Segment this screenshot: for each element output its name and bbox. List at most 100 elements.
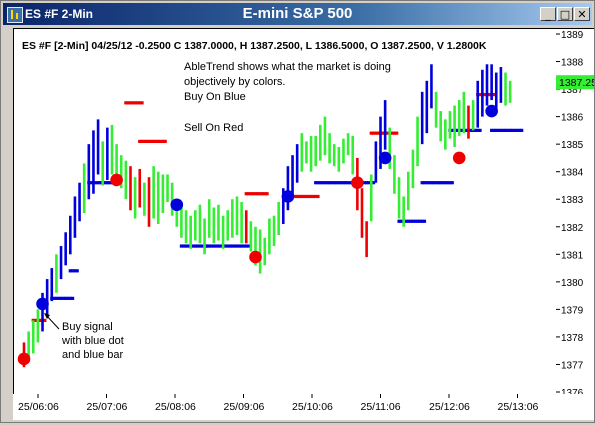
time-tick-label: 25/13:06 <box>498 401 539 413</box>
price-bar <box>268 218 271 255</box>
stop-dot <box>341 181 346 185</box>
stop-dot <box>54 296 59 300</box>
stop-dot <box>318 181 322 185</box>
price-bar <box>383 100 387 150</box>
stop-dot <box>293 194 297 199</box>
buy-signal-dot <box>485 104 498 118</box>
stop-dot <box>371 131 376 135</box>
price-bar <box>300 133 304 172</box>
stop-dot <box>260 192 265 196</box>
price-bar <box>388 127 392 169</box>
buy-signal-line-2: with blue dot <box>61 335 124 347</box>
price-bar <box>499 67 503 103</box>
stop-dot <box>418 219 422 223</box>
price-bar <box>406 171 410 211</box>
stop-dot <box>483 92 487 97</box>
window-title: ES #F 2-Min <box>25 7 94 21</box>
stop-dot <box>138 101 142 105</box>
time-tick-label: 25/10:06 <box>292 401 333 413</box>
stop-dot <box>61 296 65 300</box>
price-tick-label: 1383 <box>561 195 584 206</box>
price-bar <box>180 204 183 238</box>
price-bar <box>96 119 100 175</box>
buy-signal-line-1: Buy signal <box>62 321 113 333</box>
price-bar <box>508 80 512 103</box>
stop-dot <box>436 181 440 185</box>
price-bar <box>476 80 480 128</box>
stop-dot <box>103 181 107 185</box>
stop-dot <box>448 181 452 185</box>
price-bar <box>194 210 197 241</box>
price-bar <box>434 91 438 128</box>
maximize-button[interactable]: □ <box>557 7 573 21</box>
stop-dot <box>145 139 149 143</box>
price-bar <box>133 177 137 219</box>
time-axis[interactable]: 25/06:06 25/07:06 25/08:06 25/09:06 25/10:06… <box>13 394 594 420</box>
stop-dot <box>216 244 221 248</box>
stop-dot <box>434 181 438 185</box>
stop-dot <box>332 181 336 185</box>
stop-dot <box>508 128 512 132</box>
minimize-button[interactable]: _ <box>540 7 556 21</box>
stop-dot <box>161 139 165 143</box>
price-bar <box>365 221 368 258</box>
stop-dot <box>415 219 420 223</box>
stop-dot <box>404 219 408 223</box>
price-bar <box>360 188 364 238</box>
stop-dot <box>149 139 153 143</box>
stop-dot <box>362 181 366 185</box>
price-bar <box>369 174 373 222</box>
stop-dot <box>501 128 505 132</box>
stop-dot <box>300 194 304 199</box>
stop-dot <box>131 101 135 105</box>
price-bar <box>45 279 49 315</box>
price-tick-label: 1388 <box>561 58 584 69</box>
stop-dot <box>52 296 56 300</box>
price-bar <box>471 100 475 131</box>
title-bar[interactable]: ES #F 2-Min E-mini S&P 500 _ □ ✕ <box>3 3 592 25</box>
stop-dot <box>205 244 209 248</box>
price-axis[interactable]: 1376 1377 1378 1379 1380 1381 1382 1383 1384 1385… <box>556 28 595 399</box>
price-bar <box>494 72 498 112</box>
price-bar <box>249 221 253 252</box>
stop-dot <box>71 269 75 273</box>
price-bar <box>444 119 447 150</box>
price-bar <box>462 91 466 134</box>
price-bar <box>416 116 419 167</box>
stop-dot <box>256 192 260 196</box>
stop-dot <box>191 244 195 248</box>
stop-dot <box>334 181 339 185</box>
price-chart-area[interactable]: ES #F [2-Min] 04/25/12 -0.2500 C 1387.00… <box>13 28 557 395</box>
stop-dot <box>473 128 478 132</box>
price-bar <box>337 146 341 172</box>
stop-dot <box>397 219 401 223</box>
stop-dot <box>71 296 75 300</box>
stop-dot <box>251 192 255 196</box>
stop-dot <box>422 219 427 223</box>
price-bar <box>244 210 248 244</box>
sell-signal-dot <box>452 151 466 165</box>
stop-dot <box>450 128 454 132</box>
stop-dot <box>38 318 42 322</box>
time-tick-label: 25/11:06 <box>361 401 401 413</box>
stop-dot <box>228 244 232 248</box>
price-bar <box>170 182 174 216</box>
stop-dot <box>309 194 313 199</box>
price-bar <box>281 188 285 225</box>
stop-dot <box>327 181 332 185</box>
price-bar <box>203 218 206 255</box>
price-bar <box>152 166 155 219</box>
stop-dot <box>156 139 160 143</box>
price-bar <box>41 292 44 332</box>
stop-dot <box>439 181 443 185</box>
stop-dot <box>476 128 480 132</box>
price-bar <box>82 163 86 213</box>
stop-dot <box>133 101 137 105</box>
close-button[interactable]: ✕ <box>574 7 590 21</box>
price-bar <box>346 133 350 156</box>
price-bar <box>351 135 355 175</box>
stop-dot <box>66 296 70 300</box>
stop-dot <box>142 139 146 143</box>
stop-dot <box>337 181 341 185</box>
price-bar <box>212 207 216 244</box>
